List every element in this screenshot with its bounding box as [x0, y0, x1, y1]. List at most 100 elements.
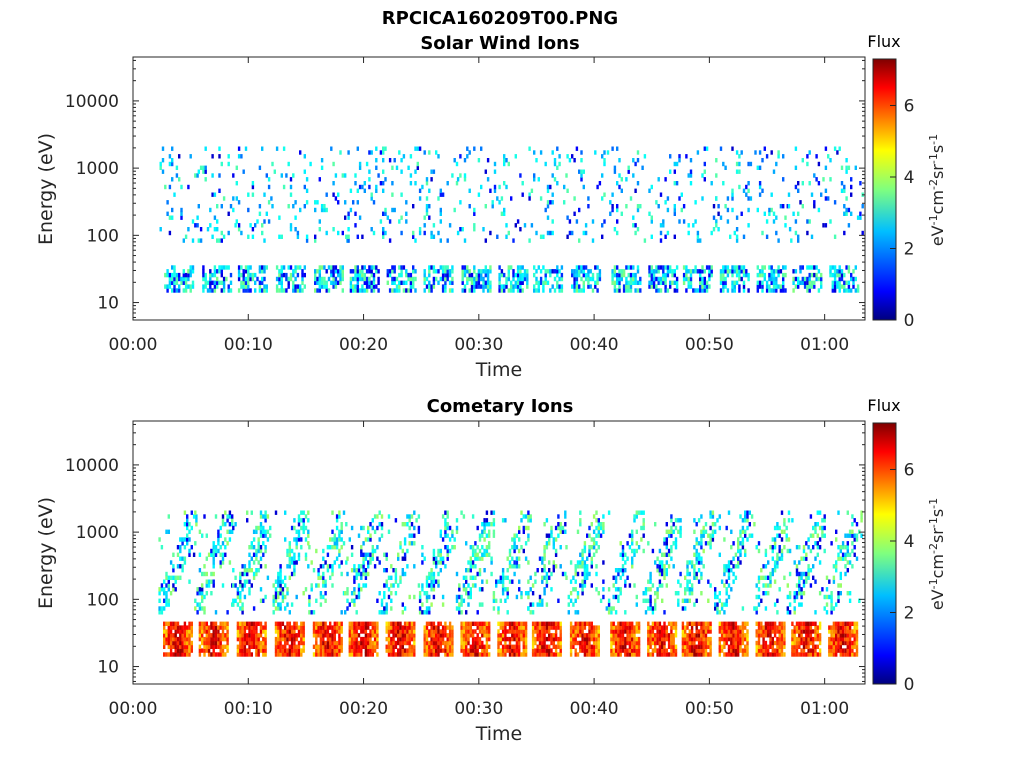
flux-cell [198, 648, 202, 653]
flux-cell [164, 184, 167, 190]
flux-cell [584, 230, 588, 236]
flux-cell [719, 276, 723, 282]
flux-cell [395, 276, 399, 282]
flux-cell [545, 545, 549, 550]
flux-cell [813, 204, 816, 209]
flux-cell [613, 269, 617, 274]
flux-cell [488, 545, 491, 550]
flux-cell [278, 288, 281, 293]
flux-cell [690, 640, 694, 646]
flux-cell [186, 636, 189, 642]
flux-cell [278, 215, 281, 220]
flux-cell [312, 621, 316, 626]
flux-cell [592, 652, 596, 657]
flux-cell [677, 579, 680, 584]
flux-cell [248, 640, 251, 646]
flux-cell [310, 587, 313, 592]
flux-cell [423, 269, 426, 274]
flux-cell [632, 158, 635, 163]
flux-cell [191, 219, 195, 224]
flux-cell [284, 633, 287, 638]
flux-cell [670, 548, 673, 554]
flux-cell [779, 288, 783, 293]
flux-cell [249, 272, 252, 278]
flux-cell [611, 272, 614, 278]
flux-cell [224, 644, 227, 649]
flux-cell [413, 625, 416, 630]
flux-cell [573, 211, 576, 216]
flux-cell [423, 591, 426, 596]
flux-cell [310, 583, 313, 588]
flux-cell [367, 525, 370, 531]
flux-cell [186, 525, 189, 531]
flux-cell [274, 636, 278, 642]
flux-cell [167, 575, 170, 580]
flux-cell [455, 518, 459, 523]
flux-cell [617, 621, 620, 626]
flux-cell [314, 288, 317, 293]
flux-cell [516, 284, 520, 289]
flux-cell [644, 598, 648, 603]
flux-cell [172, 621, 175, 626]
flux-cell [216, 276, 219, 282]
flux-cell [521, 288, 524, 293]
flux-cell [163, 591, 166, 596]
flux-cell [563, 184, 566, 190]
flux-cell [556, 146, 559, 151]
flux-cell [425, 636, 429, 642]
flux-cell [686, 625, 689, 630]
flux-cell [252, 644, 256, 649]
flux-cell [382, 158, 385, 163]
flux-cell [845, 207, 848, 213]
flux-cell [784, 223, 787, 228]
flux-cell [506, 575, 509, 580]
flux-cell [659, 230, 663, 236]
flux-cell [524, 648, 528, 653]
flux-cell [629, 284, 633, 289]
flux-cell [662, 265, 665, 270]
flux-cell [410, 648, 414, 653]
flux-cell [718, 625, 721, 630]
flux-cell [237, 288, 241, 293]
flux-cell [634, 188, 637, 193]
flux-cell [340, 571, 343, 577]
flux-cell [632, 223, 635, 228]
flux-cell [271, 161, 274, 167]
flux-cell [198, 633, 202, 638]
flux-cell [703, 161, 706, 167]
flux-cell [292, 269, 295, 274]
flux-cell [626, 625, 629, 630]
flux-cell [658, 648, 662, 653]
flux-cell [461, 269, 464, 274]
flux-cell [377, 269, 380, 274]
flux-cell [662, 272, 665, 278]
flux-cell [478, 602, 482, 607]
flux-cell [172, 575, 175, 580]
flux-cell [652, 284, 656, 289]
flux-cell [399, 633, 402, 638]
flux-cell [661, 644, 664, 649]
flux-cell [167, 587, 170, 592]
flux-cell [561, 571, 565, 577]
flux-cell [166, 284, 169, 289]
flux-cell [335, 525, 339, 531]
flux-cell [448, 288, 452, 293]
flux-cell [584, 272, 588, 278]
flux-cell [186, 625, 189, 630]
flux-cell [624, 648, 627, 653]
flux-cell [425, 177, 429, 182]
flux-cell [171, 207, 174, 213]
flux-cell [317, 644, 320, 649]
flux-cell [637, 621, 641, 626]
flux-cell [518, 587, 521, 592]
flux-cell [346, 556, 349, 561]
flux-cell [521, 276, 524, 282]
flux-cell [237, 227, 241, 232]
flux-cell [624, 583, 627, 588]
flux-cell [322, 636, 325, 642]
flux-cell [685, 265, 688, 270]
flux-cell [340, 636, 343, 642]
flux-cell [504, 518, 507, 523]
flux-cell [553, 177, 557, 182]
flux-cell [340, 545, 343, 550]
